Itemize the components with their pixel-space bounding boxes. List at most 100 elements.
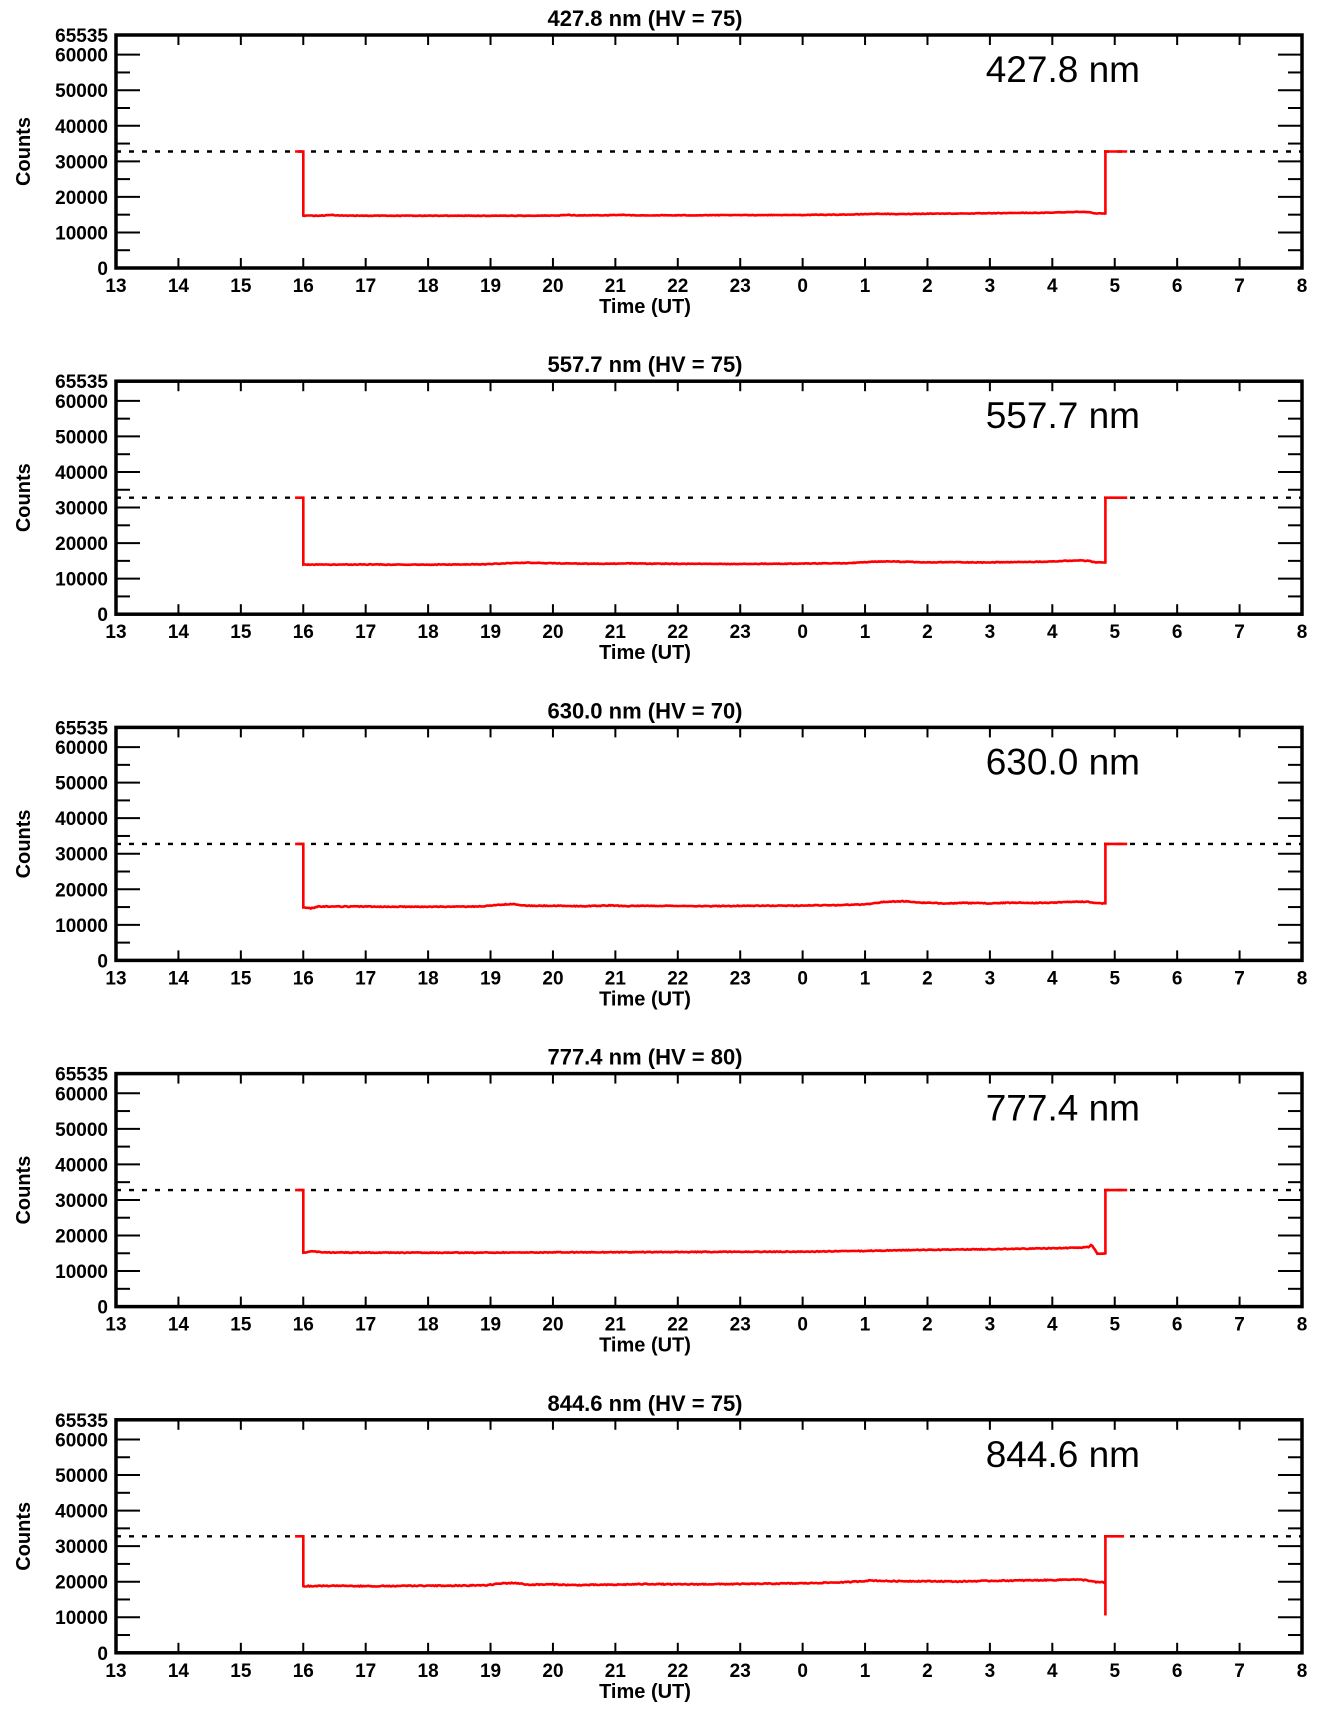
y-tick-label: 65535 (55, 1065, 108, 1086)
x-tick-label: 13 (105, 1315, 126, 1336)
panel-427.8-nm: 13 14 15 16 17 18 19 20 21 22 23 0 1 2 3 4 5 6 7 8010000200… (13, 6, 1307, 318)
plot-box (114, 1071, 1304, 1309)
x-tick-label: 17 (355, 1661, 376, 1682)
x-tick-label: 17 (355, 1315, 376, 1336)
x-tick-label: 2 (922, 276, 933, 297)
x-tick-label: 7 (1234, 276, 1245, 297)
x-tick-label: 21 (605, 1315, 627, 1336)
y-tick-label: 20000 (55, 534, 108, 555)
x-tick-label: 13 (105, 276, 126, 297)
x-tick-label: 3 (985, 968, 996, 989)
y-tick-label: 10000 (55, 916, 108, 937)
x-tick-label: 0 (797, 1661, 808, 1682)
x-tick-label: 5 (1109, 276, 1120, 297)
plot-box (114, 379, 1304, 616)
y-tick-label: 30000 (55, 1537, 108, 1558)
y-tick-label: 10000 (55, 570, 108, 591)
x-tick-label: 4 (1047, 1661, 1058, 1682)
x-tick-label: 8 (1297, 1315, 1308, 1336)
y-tick-label: 10000 (55, 1262, 108, 1283)
x-tick-label: 6 (1172, 1315, 1183, 1336)
y-tick-label: 65535 (55, 26, 108, 47)
plot-box (114, 725, 1304, 963)
x-tick-label: 19 (480, 622, 501, 643)
wavelength-label: 557.7 nm (986, 395, 1140, 436)
x-tick-label: 5 (1109, 1315, 1120, 1336)
x-tick-label: 3 (985, 1315, 996, 1336)
y-tick-label: 60000 (55, 738, 108, 759)
x-tick-label: 22 (667, 1315, 688, 1336)
panel-844.6-nm: 13 14 15 16 17 18 19 20 21 22 23 0 1 2 3 4 5 6 7 8010000200… (13, 1391, 1307, 1703)
y-axis-label: Counts (13, 1156, 35, 1225)
x-tick-label: 6 (1172, 968, 1183, 989)
y-tick-label: 65535 (55, 1411, 108, 1432)
counts-trace (295, 1535, 1125, 1616)
x-tick-label: 2 (922, 1661, 933, 1682)
x-tick-label: 2 (922, 622, 933, 643)
x-tick-label: 2 (922, 968, 933, 989)
x-tick-label: 20 (542, 968, 563, 989)
y-tick-label: 0 (97, 1298, 108, 1319)
x-tick-label: 18 (418, 968, 439, 989)
x-tick-label: 15 (230, 1315, 252, 1336)
x-tick-label: 21 (605, 968, 627, 989)
y-tick-label: 40000 (55, 117, 108, 138)
x-tick-label: 3 (985, 276, 996, 297)
x-tick-label: 16 (293, 276, 314, 297)
x-tick-label: 6 (1172, 276, 1183, 297)
x-tick-label: 18 (418, 622, 439, 643)
x-tick-label: 3 (985, 622, 996, 643)
y-tick-label: 0 (97, 259, 108, 280)
x-tick-label: 20 (542, 1661, 563, 1682)
x-tick-label: 23 (730, 1315, 751, 1336)
x-tick-label: 19 (480, 1315, 501, 1336)
y-tick-label: 65535 (55, 718, 108, 739)
x-tick-label: 14 (168, 622, 190, 643)
x-tick-label: 5 (1109, 1661, 1120, 1682)
x-tick-label: 5 (1109, 968, 1120, 989)
counts-trace (295, 496, 1128, 567)
x-tick-label: 0 (797, 622, 808, 643)
x-tick-label: 18 (418, 1315, 439, 1336)
x-tick-label: 4 (1047, 1315, 1058, 1336)
x-tick-label: 6 (1172, 1661, 1183, 1682)
wavelength-label: 630.0 nm (986, 741, 1140, 782)
y-tick-label: 20000 (55, 880, 108, 901)
y-tick-label: 50000 (55, 1120, 108, 1141)
y-tick-label: 40000 (55, 463, 108, 484)
y-tick-label: 60000 (55, 392, 108, 413)
x-tick-label: 1 (860, 276, 871, 297)
x-tick-label: 18 (418, 276, 439, 297)
y-tick-label: 60000 (55, 1430, 108, 1451)
x-tick-label: 8 (1297, 1661, 1308, 1682)
x-tick-label: 14 (168, 1315, 190, 1336)
x-tick-label: 3 (985, 1661, 996, 1682)
x-tick-label: 15 (230, 1661, 252, 1682)
x-tick-label: 8 (1297, 622, 1308, 643)
panel-title: 844.6 nm (HV = 75) (547, 1391, 742, 1416)
x-tick-label: 0 (797, 1315, 808, 1336)
plot-box (114, 33, 1304, 270)
x-tick-label: 8 (1297, 968, 1308, 989)
x-tick-label: 19 (480, 276, 501, 297)
x-tick-label: 7 (1234, 1661, 1245, 1682)
x-tick-label: 16 (293, 622, 314, 643)
x-tick-label: 13 (105, 968, 126, 989)
y-tick-label: 20000 (55, 188, 108, 209)
x-tick-label: 16 (293, 968, 314, 989)
y-tick-label: 50000 (55, 774, 108, 795)
x-tick-label: 14 (168, 276, 190, 297)
x-tick-label: 21 (605, 622, 627, 643)
wavelength-label: 844.6 nm (986, 1434, 1140, 1475)
panel-title: 557.7 nm (HV = 75) (547, 352, 742, 377)
x-tick-label: 8 (1297, 276, 1308, 297)
y-tick-label: 40000 (55, 1155, 108, 1176)
x-tick-label: 15 (230, 622, 252, 643)
x-tick-label: 15 (230, 276, 252, 297)
x-axis-label: Time (UT) (599, 988, 691, 1010)
x-tick-label: 4 (1047, 622, 1058, 643)
y-tick-label: 50000 (55, 427, 108, 448)
x-tick-label: 20 (542, 276, 563, 297)
